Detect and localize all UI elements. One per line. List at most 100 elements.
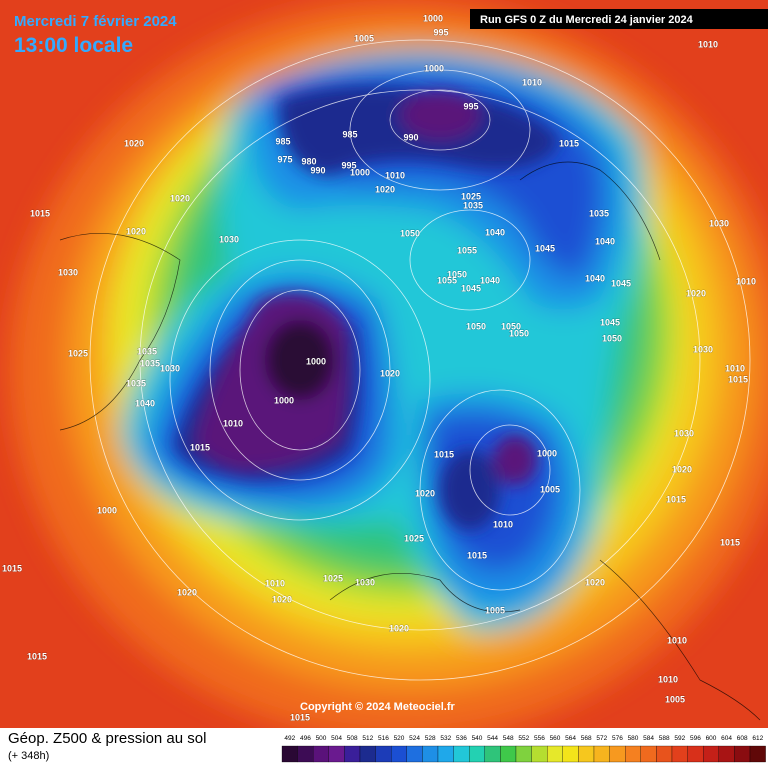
scale-label: 560 (550, 735, 561, 742)
isobar-label: 1020 (415, 488, 435, 498)
scale-label: 568 (581, 735, 592, 742)
isobar-label: 1050 (602, 333, 622, 343)
scale-label: 536 (456, 735, 467, 742)
isobar-label: 1030 (693, 344, 713, 354)
isobar-label: 1020 (272, 594, 292, 604)
isobar-label: 1015 (467, 550, 487, 560)
color-scale: 492 496 500 504 508 512 516 520 524 528 532 536 540 5… (281, 735, 766, 763)
scale-label: 512 (362, 735, 373, 742)
scale-swatch (703, 745, 719, 763)
scale-label: 608 (737, 735, 748, 742)
scale-swatch (391, 745, 407, 763)
scale-swatch (531, 745, 548, 763)
isobar-label: 1000 (350, 167, 370, 177)
isobar-label: 1005 (665, 694, 685, 704)
isobar-label: 1015 (728, 374, 748, 384)
scale-label: 532 (440, 735, 451, 742)
scale-swatch (593, 745, 610, 763)
scale-swatch (422, 745, 439, 763)
scale-label: 552 (518, 735, 529, 742)
isobar-label: 990 (403, 132, 418, 142)
scale-label: 600 (706, 735, 717, 742)
scale-swatch (671, 745, 688, 763)
scale-label: 556 (534, 735, 545, 742)
isobar-label: 1050 (501, 321, 521, 331)
isobar-label: 1015 (434, 449, 454, 459)
isobar-label: 985 (275, 136, 290, 146)
scale-swatch (359, 745, 376, 763)
isobar-label: 1010 (385, 170, 405, 180)
isobar-label: 1045 (600, 317, 620, 327)
scale-swatch (547, 745, 563, 763)
isobar-label: 1035 (137, 346, 157, 356)
isobar-label: 1050 (447, 269, 467, 279)
isobar-label: 1015 (27, 651, 47, 661)
scale-swatch (437, 745, 454, 763)
scale-label: 540 (472, 735, 483, 742)
isobar-label: 1050 (509, 328, 529, 338)
scale-label: 576 (612, 735, 623, 742)
scale-label: 564 (565, 735, 576, 742)
isobar-label: 1020 (585, 577, 605, 587)
isobar-label: 1040 (135, 398, 155, 408)
scale-label: 500 (316, 735, 327, 742)
scale-label: 592 (674, 735, 685, 742)
scale-label: 504 (331, 735, 342, 742)
isobar-label: 985 (342, 129, 357, 139)
isobar-label: 1030 (709, 218, 729, 228)
isobar-label: 1030 (674, 428, 694, 438)
isobar-label: 1020 (375, 184, 395, 194)
isobar-label: 995 (433, 27, 448, 37)
isobar-label: 1015 (720, 537, 740, 547)
scale-label: 524 (409, 735, 420, 742)
scale-label: 584 (643, 735, 654, 742)
scale-swatch (375, 745, 392, 763)
scale-label: 544 (487, 735, 498, 742)
isobar-label: 1005 (485, 605, 505, 615)
isobar-label: 1010 (265, 578, 285, 588)
isobar-label: 1035 (126, 378, 146, 388)
isobar-label: 1020 (672, 464, 692, 474)
isobar-label: 1025 (68, 348, 88, 358)
isobar-label: 990 (310, 165, 325, 175)
scale-label: 508 (347, 735, 358, 742)
forecast-hour: (+ 348h) (8, 750, 49, 762)
isobar-label: 1020 (124, 138, 144, 148)
isobar-label: 1010 (698, 39, 718, 49)
scale-swatch (281, 745, 298, 763)
scale-label: 548 (503, 735, 514, 742)
local-time: 13:00 locale (14, 34, 133, 57)
isobar-label: 1050 (466, 321, 486, 331)
scale-swatch (656, 745, 673, 763)
scale-label: 596 (690, 735, 701, 742)
isobar-label: 1005 (354, 33, 374, 43)
isobar-label: 995 (463, 101, 478, 111)
isobar-label: 1005 (540, 484, 560, 494)
run-info: Run GFS 0 Z du Mercredi 24 janvier 2024 (480, 14, 694, 26)
scale-swatch (484, 745, 501, 763)
isobar-label: 1045 (611, 278, 631, 288)
isobar-label: 1020 (389, 623, 409, 633)
isobar-label: 1035 (140, 358, 160, 368)
isobar-label: 1035 (463, 200, 483, 210)
isobar-label: 1040 (585, 273, 605, 283)
scale-swatch (500, 745, 517, 763)
scale-swatch (734, 745, 751, 763)
isobar-label: 1020 (126, 226, 146, 236)
scale-swatch (313, 745, 329, 763)
scale-swatch (344, 745, 361, 763)
scale-swatch (469, 745, 485, 763)
scale-swatch (453, 745, 470, 763)
scale-label: 612 (752, 735, 763, 742)
isobar-label: 1030 (355, 577, 375, 587)
isobar-label: 1040 (485, 227, 505, 237)
isobar-label: 1010 (223, 418, 243, 428)
scale-swatch (687, 745, 704, 763)
isobar-label: 1055 (457, 245, 477, 255)
scale-swatch (640, 745, 657, 763)
isobar-label: 1010 (522, 77, 542, 87)
isobar-label: 1055 (437, 275, 457, 285)
isobar-label: 1040 (480, 275, 500, 285)
scale-swatch (749, 745, 766, 763)
